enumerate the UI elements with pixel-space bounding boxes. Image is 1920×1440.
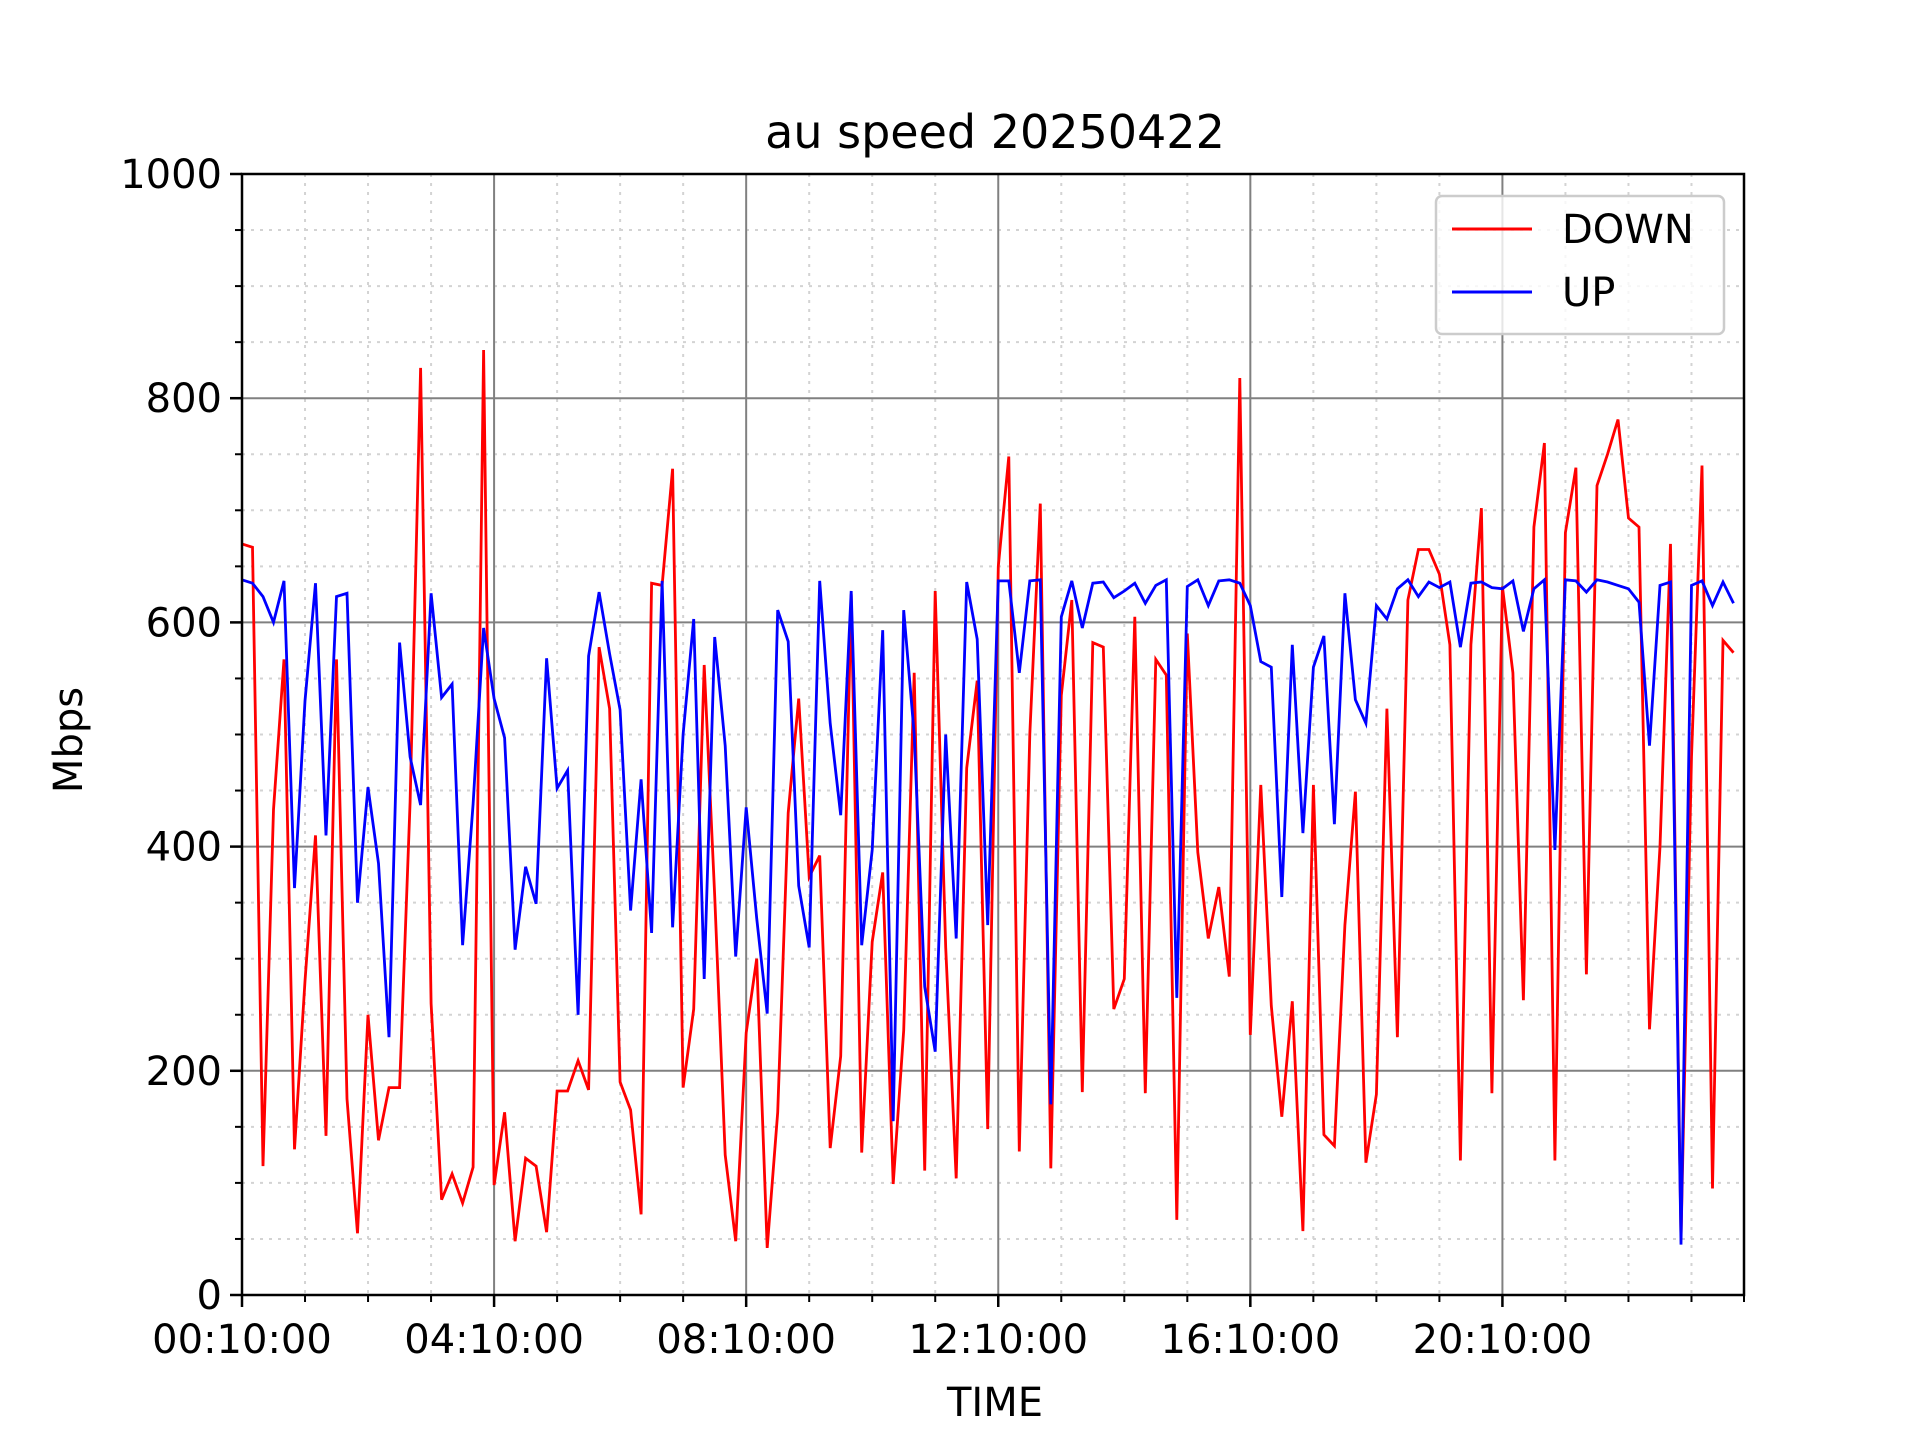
y-tick-label: 1000 [120, 152, 222, 198]
legend-label-up: UP [1562, 270, 1615, 316]
legend: DOWN UP [1434, 194, 1726, 336]
y-tick-label: 400 [146, 825, 222, 871]
series-line-down [241, 349, 1735, 1249]
x-tick-label: 00:10:00 [152, 1317, 332, 1363]
x-tick-label: 12:10:00 [908, 1317, 1088, 1363]
y-tick-label: 200 [146, 1049, 222, 1095]
y-tick-label: 0 [197, 1273, 222, 1319]
x-tick-label: 20:10:00 [1413, 1317, 1593, 1363]
x-tick-labels: 00:10:00 04:10:00 08:10:00 12:10:00 16:10:00… [152, 1317, 1592, 1363]
chart-title: au speed 20250422 [765, 105, 1225, 159]
axis-ticks [230, 172, 1745, 1307]
series-line-up [241, 576, 1735, 1245]
x-axis-title: TIME [946, 1380, 1043, 1426]
x-tick-label: 04:10:00 [404, 1317, 584, 1363]
series-layer [241, 349, 1735, 1249]
x-tick-label: 16:10:00 [1161, 1317, 1341, 1363]
x-tick-label: 08:10:00 [656, 1317, 836, 1363]
legend-label-down: DOWN [1562, 207, 1694, 253]
y-tick-label: 800 [146, 376, 222, 422]
y-tick-labels: 0 200 400 600 800 1000 [120, 152, 222, 1319]
y-axis-title: Mbps [46, 687, 92, 793]
y-tick-label: 600 [146, 600, 222, 646]
